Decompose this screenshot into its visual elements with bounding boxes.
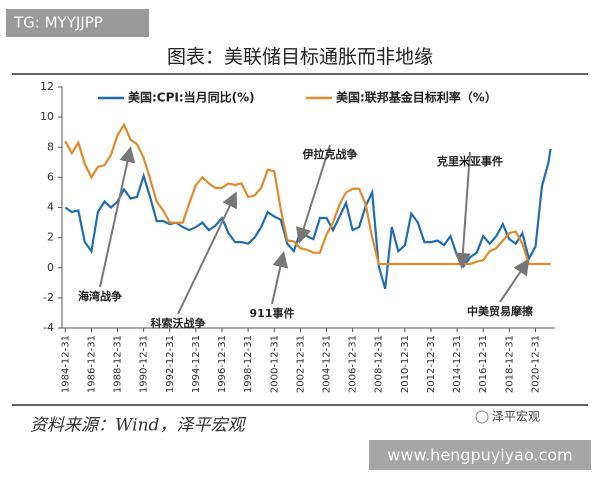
y-tick-label: -4 [43, 321, 54, 334]
watermark: www.hengpuyiyao.com [387, 446, 572, 465]
x-tick-label: 1998-12-31 [243, 335, 254, 393]
series-line [64, 148, 552, 290]
annotation-arrow [295, 144, 331, 244]
x-tick-label: 2012-12-31 [426, 335, 437, 393]
x-tick-label: 2000-12-31 [269, 335, 280, 393]
chart-title: 图表：美联储目标通胀而非地缘 [167, 46, 433, 68]
tag: TG: MYYJJPP [13, 14, 103, 32]
x-tick-label: 2002-12-31 [295, 335, 306, 393]
y-tick-label: 4 [47, 201, 54, 214]
annotation: 科索沃战争 [151, 316, 206, 330]
y-tick-label: 6 [47, 170, 54, 183]
annotation-arrow [499, 258, 530, 303]
x-tick-label: 2008-12-31 [374, 335, 385, 393]
annotation-arrow [454, 151, 471, 269]
x-tick-label: 2020-12-31 [530, 335, 541, 393]
annotation: 911事件 [250, 306, 295, 320]
x-tick-label: 2004-12-31 [321, 335, 332, 393]
y-tick-label: 8 [47, 140, 54, 153]
annotation: 海湾战争 [78, 289, 122, 303]
x-tick-label: 1984-12-31 [60, 335, 71, 393]
legend-label: 美国:CPI:当月同比(%) [128, 90, 255, 105]
source: 资料来源：Wind，泽平宏观 [30, 416, 246, 436]
y-tick-label: 10 [40, 110, 54, 123]
x-tick-label: 2016-12-31 [478, 335, 489, 393]
brand-icon [475, 410, 489, 424]
annotation: 克里米亚事件 [437, 154, 503, 168]
x-tick-label: 2014-12-31 [452, 335, 463, 393]
y-tick-label: 2 [47, 231, 54, 244]
annotation-arrow [99, 146, 136, 288]
annotation: 中美贸易摩擦 [467, 304, 533, 318]
x-tick-label: 2010-12-31 [400, 335, 411, 393]
x-tick-label: 1990-12-31 [139, 335, 150, 393]
x-tick-label: 1994-12-31 [191, 335, 202, 393]
x-tick-label: 1992-12-31 [165, 335, 176, 393]
x-tick-label: 2018-12-31 [504, 335, 515, 393]
annotation-arrow [271, 251, 289, 305]
legend-label: 美国:联邦基金目标利率（%） [336, 90, 497, 105]
y-tick-label: 0 [47, 261, 54, 274]
annotation-arrow [177, 191, 238, 315]
x-tick-label: 2006-12-31 [348, 335, 359, 393]
y-tick-label: -2 [43, 291, 54, 304]
x-tick-label: 1988-12-31 [113, 335, 124, 393]
series-line [64, 122, 551, 266]
watermark-box [369, 440, 591, 470]
annotation: 伊拉克战争 [302, 147, 358, 161]
brand: 泽平宏观 [492, 409, 540, 424]
x-tick-label: 1996-12-31 [217, 335, 228, 393]
x-tick-label: 1986-12-31 [86, 335, 97, 393]
tag-box [6, 9, 149, 37]
y-tick-label: 12 [40, 80, 54, 93]
